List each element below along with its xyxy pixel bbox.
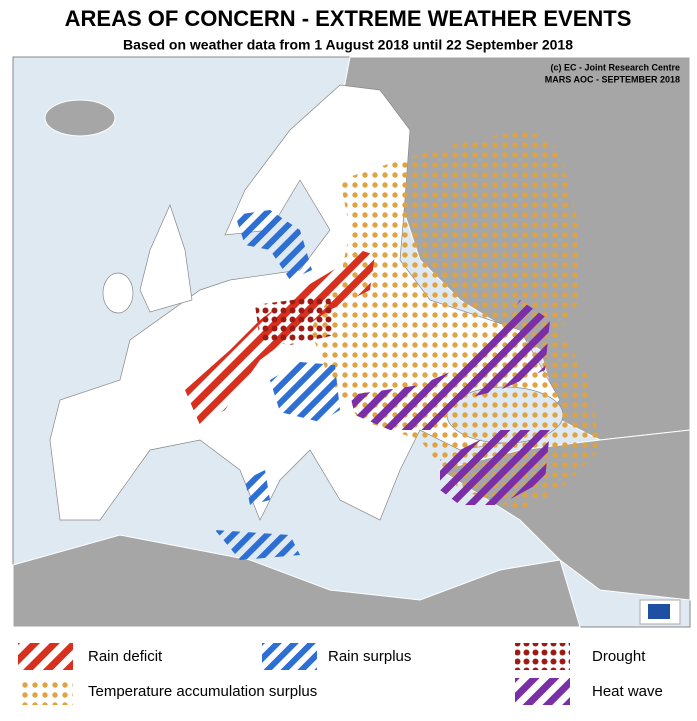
credit-line: (c) EC - Joint Research Centre	[550, 62, 680, 72]
rain-surplus-area	[270, 362, 340, 422]
heat-wave-area	[350, 300, 550, 430]
heat-wave-area	[440, 430, 550, 505]
map: (c) EC - Joint Research Centre MARS AOC …	[12, 56, 691, 628]
rain-surplus-area	[245, 470, 270, 505]
legend-label: Heat wave	[592, 683, 663, 700]
rain-surplus-area	[215, 530, 300, 560]
legend-label: Drought	[592, 648, 646, 665]
legend: Rain deficit Rain surplus Drought Temper…	[18, 643, 663, 705]
legend-swatch	[18, 643, 73, 670]
legend-swatch	[515, 678, 570, 705]
legend-swatch	[515, 643, 570, 670]
great-britain	[139, 204, 193, 313]
title: AREAS OF CONCERN - EXTREME WEATHER EVENT…	[65, 6, 632, 31]
africa	[12, 534, 581, 628]
legend-label: Rain deficit	[88, 648, 163, 665]
legend-label: Rain surplus	[328, 648, 411, 665]
ireland	[102, 272, 134, 314]
eu-flag	[648, 604, 670, 619]
credit-line: MARS AOC - SEPTEMBER 2018	[545, 74, 680, 84]
legend-label: Temperature accumulation surplus	[88, 683, 317, 700]
drought-area	[255, 295, 335, 345]
legend-swatch	[262, 643, 317, 670]
legend-swatch	[18, 678, 73, 705]
rain-surplus-area	[235, 210, 312, 280]
subtitle: Based on weather data from 1 August 2018…	[123, 37, 573, 53]
iceland	[44, 99, 116, 137]
